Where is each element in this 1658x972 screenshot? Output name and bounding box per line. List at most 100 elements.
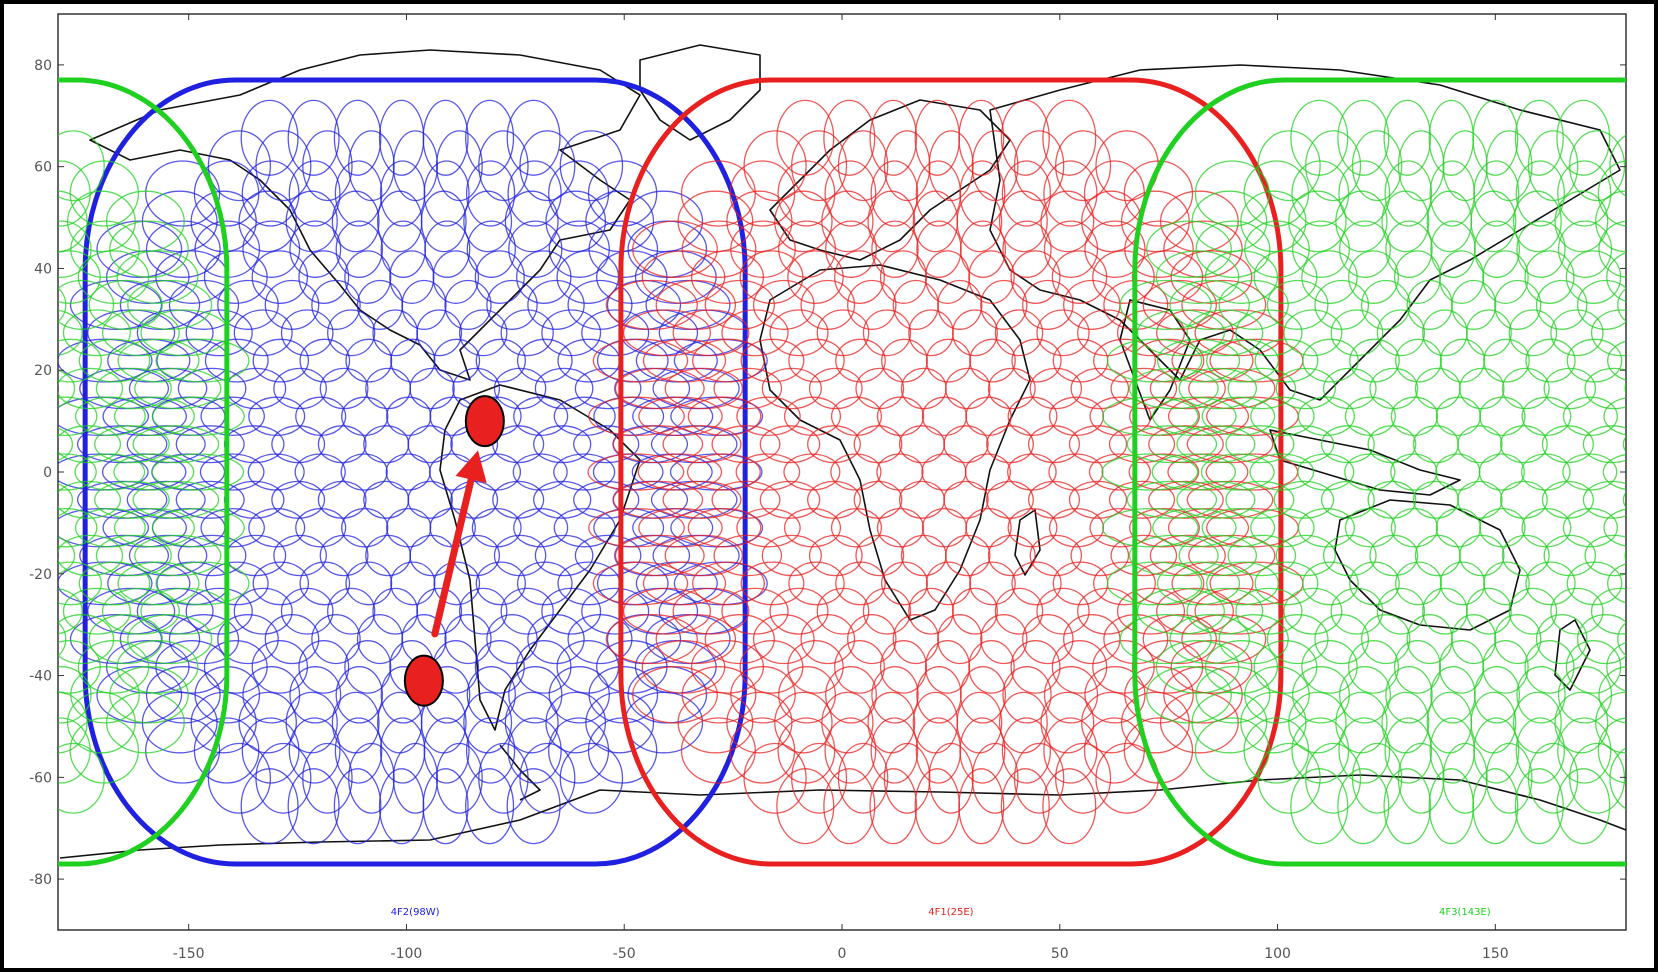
spot-beam [959,160,1006,227]
spot-beam [1191,691,1268,754]
spot-beam [761,534,822,577]
spot-beam [58,220,92,278]
spot-beam [641,250,726,304]
y-tick-label: 60 [34,160,52,176]
spot-beam [458,587,508,635]
spot-beam [433,561,481,606]
spot-beam [242,220,301,278]
spot-beam [289,666,342,724]
spot-beam [1042,768,1097,845]
spot-beam [1002,666,1052,724]
spot-beam [475,561,526,606]
spot-beam [341,507,389,548]
spot-beam [288,160,341,227]
spot-beam [1390,507,1439,548]
spot-beam [116,250,199,304]
spot-beam [1478,453,1525,491]
spot-beam [1590,587,1626,635]
spot-beam [642,338,727,383]
spot-beam [1036,587,1090,635]
spot-beam [466,220,516,278]
spot-beam [289,220,342,278]
spot-beam [1554,691,1609,754]
spot-beam [1051,250,1108,304]
spot-beam [1383,768,1432,845]
spot-beam [465,160,516,227]
spot-beam [937,279,983,330]
spot-beam [541,587,602,635]
spot-beam [1156,309,1234,357]
spot-beam [959,666,1007,724]
greenland-coastline [639,44,761,141]
spot-beam [1335,190,1388,253]
spot-beam [1322,534,1377,577]
spot-beam [1395,561,1442,606]
spot-beam [791,742,848,814]
spot-beam [295,507,347,548]
spot-beam [1643,454,1658,490]
spot-beam [1351,742,1403,814]
spot-beam [743,130,807,202]
spot-beam [58,621,67,657]
spot-beam [1595,190,1626,253]
spot-beam [58,588,83,635]
x-tick-label: 100 [1264,946,1291,962]
spot-beam [0,281,19,330]
spot-beam [344,250,392,304]
spot-beam [1360,279,1411,330]
spot-beam [871,220,919,278]
footprint-4f3-143e--wrap [0,77,250,867]
spot-beam [416,587,463,635]
spot-beam [1110,534,1178,577]
spot-beam [823,768,876,845]
spot-beam [116,640,199,694]
spot-beam [1291,160,1350,227]
spot-beam [800,614,856,665]
spot-beam [345,561,393,606]
spot-beam [574,534,642,577]
spot-beam [407,480,453,519]
spot-beam [1156,561,1241,606]
new-zealand-coastline [1554,619,1591,691]
spot-beam [1292,220,1350,278]
north-america-coastline [89,49,641,381]
spot-beam [1253,250,1318,304]
spot-beam [0,509,3,547]
spot-beam [1472,768,1519,845]
spot-beam [553,396,616,437]
spot-beam [1516,220,1566,278]
spot-beam [867,190,916,253]
spot-beam [0,397,49,435]
y-tick-label: -20 [29,567,52,583]
coverage-envelope [82,77,748,867]
spot-beam [1155,250,1240,304]
spot-beam [553,507,616,548]
spot-beam [835,561,886,606]
spot-beam [1218,614,1289,665]
spot-beam [0,692,40,752]
spot-beam [504,190,559,253]
spot-beam [1609,134,1626,197]
spot-beam [612,480,704,519]
spot-beam [1393,250,1442,304]
spot-beam [1576,614,1626,665]
spot-beam [778,666,836,724]
spot-beam [1275,534,1336,577]
spot-beam [662,425,742,464]
spot-beam [1482,250,1529,304]
y-tick-label: 20 [34,363,52,379]
spot-beam [870,160,919,227]
spot-beam [1632,588,1658,634]
spot-beam [1598,220,1626,278]
spot-beam [548,717,610,784]
spot-beam [987,367,1036,410]
spot-beam [1088,453,1151,491]
spot-beam [117,561,200,606]
spot-beam [0,509,49,547]
spot-beam [285,190,338,253]
spot-beam [588,396,685,437]
spot-beam [1525,338,1576,383]
spot-beam [109,666,189,724]
spot-beam [1283,309,1343,357]
spot-beam [1479,396,1526,437]
